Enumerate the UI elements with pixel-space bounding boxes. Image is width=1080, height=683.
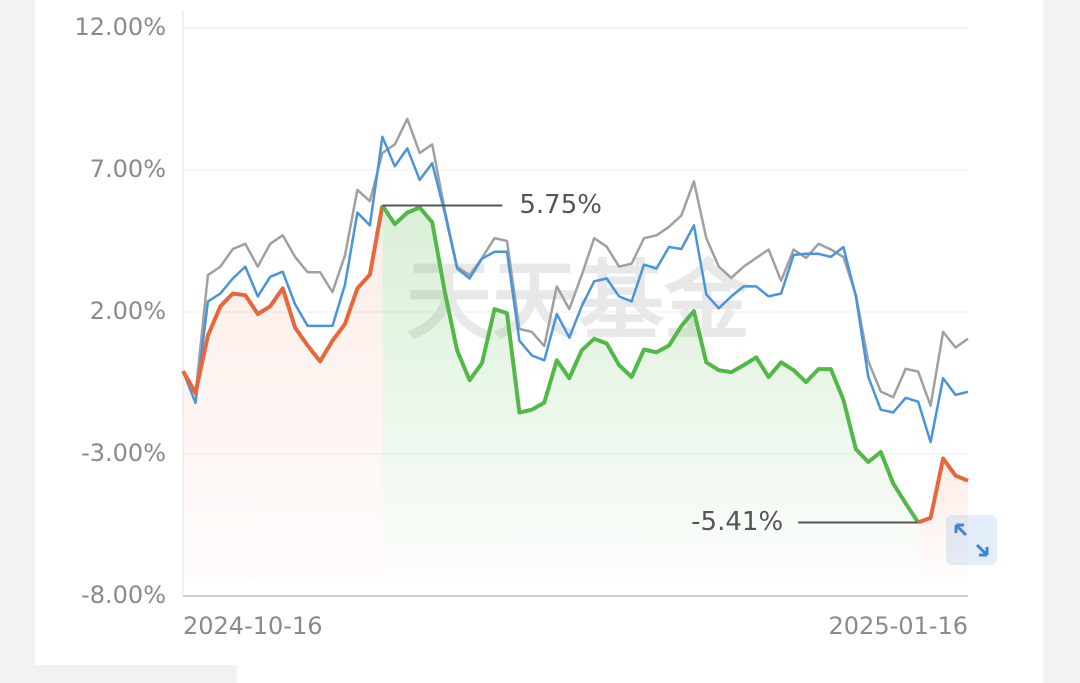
line [181,135,969,444]
line [380,204,920,524]
y-tick-label: 12.00% [74,13,166,41]
area [918,458,968,578]
annotation-label: 5.75% [519,190,602,220]
y-tick-label: -3.00% [81,439,166,467]
y-tick-label: 7.00% [90,155,166,183]
x-tick-label: 2024-10-16 [183,612,322,640]
annotation-label: -5.41% [691,507,783,537]
y-tick-label: 2.00% [90,297,166,325]
line [181,205,385,395]
area [382,205,919,578]
x-tick-label: 2025-01-16 [829,612,968,640]
y-tick-label: -8.00% [81,581,166,609]
bottom-panel [237,665,1043,683]
area [183,205,383,578]
line [917,456,969,525]
